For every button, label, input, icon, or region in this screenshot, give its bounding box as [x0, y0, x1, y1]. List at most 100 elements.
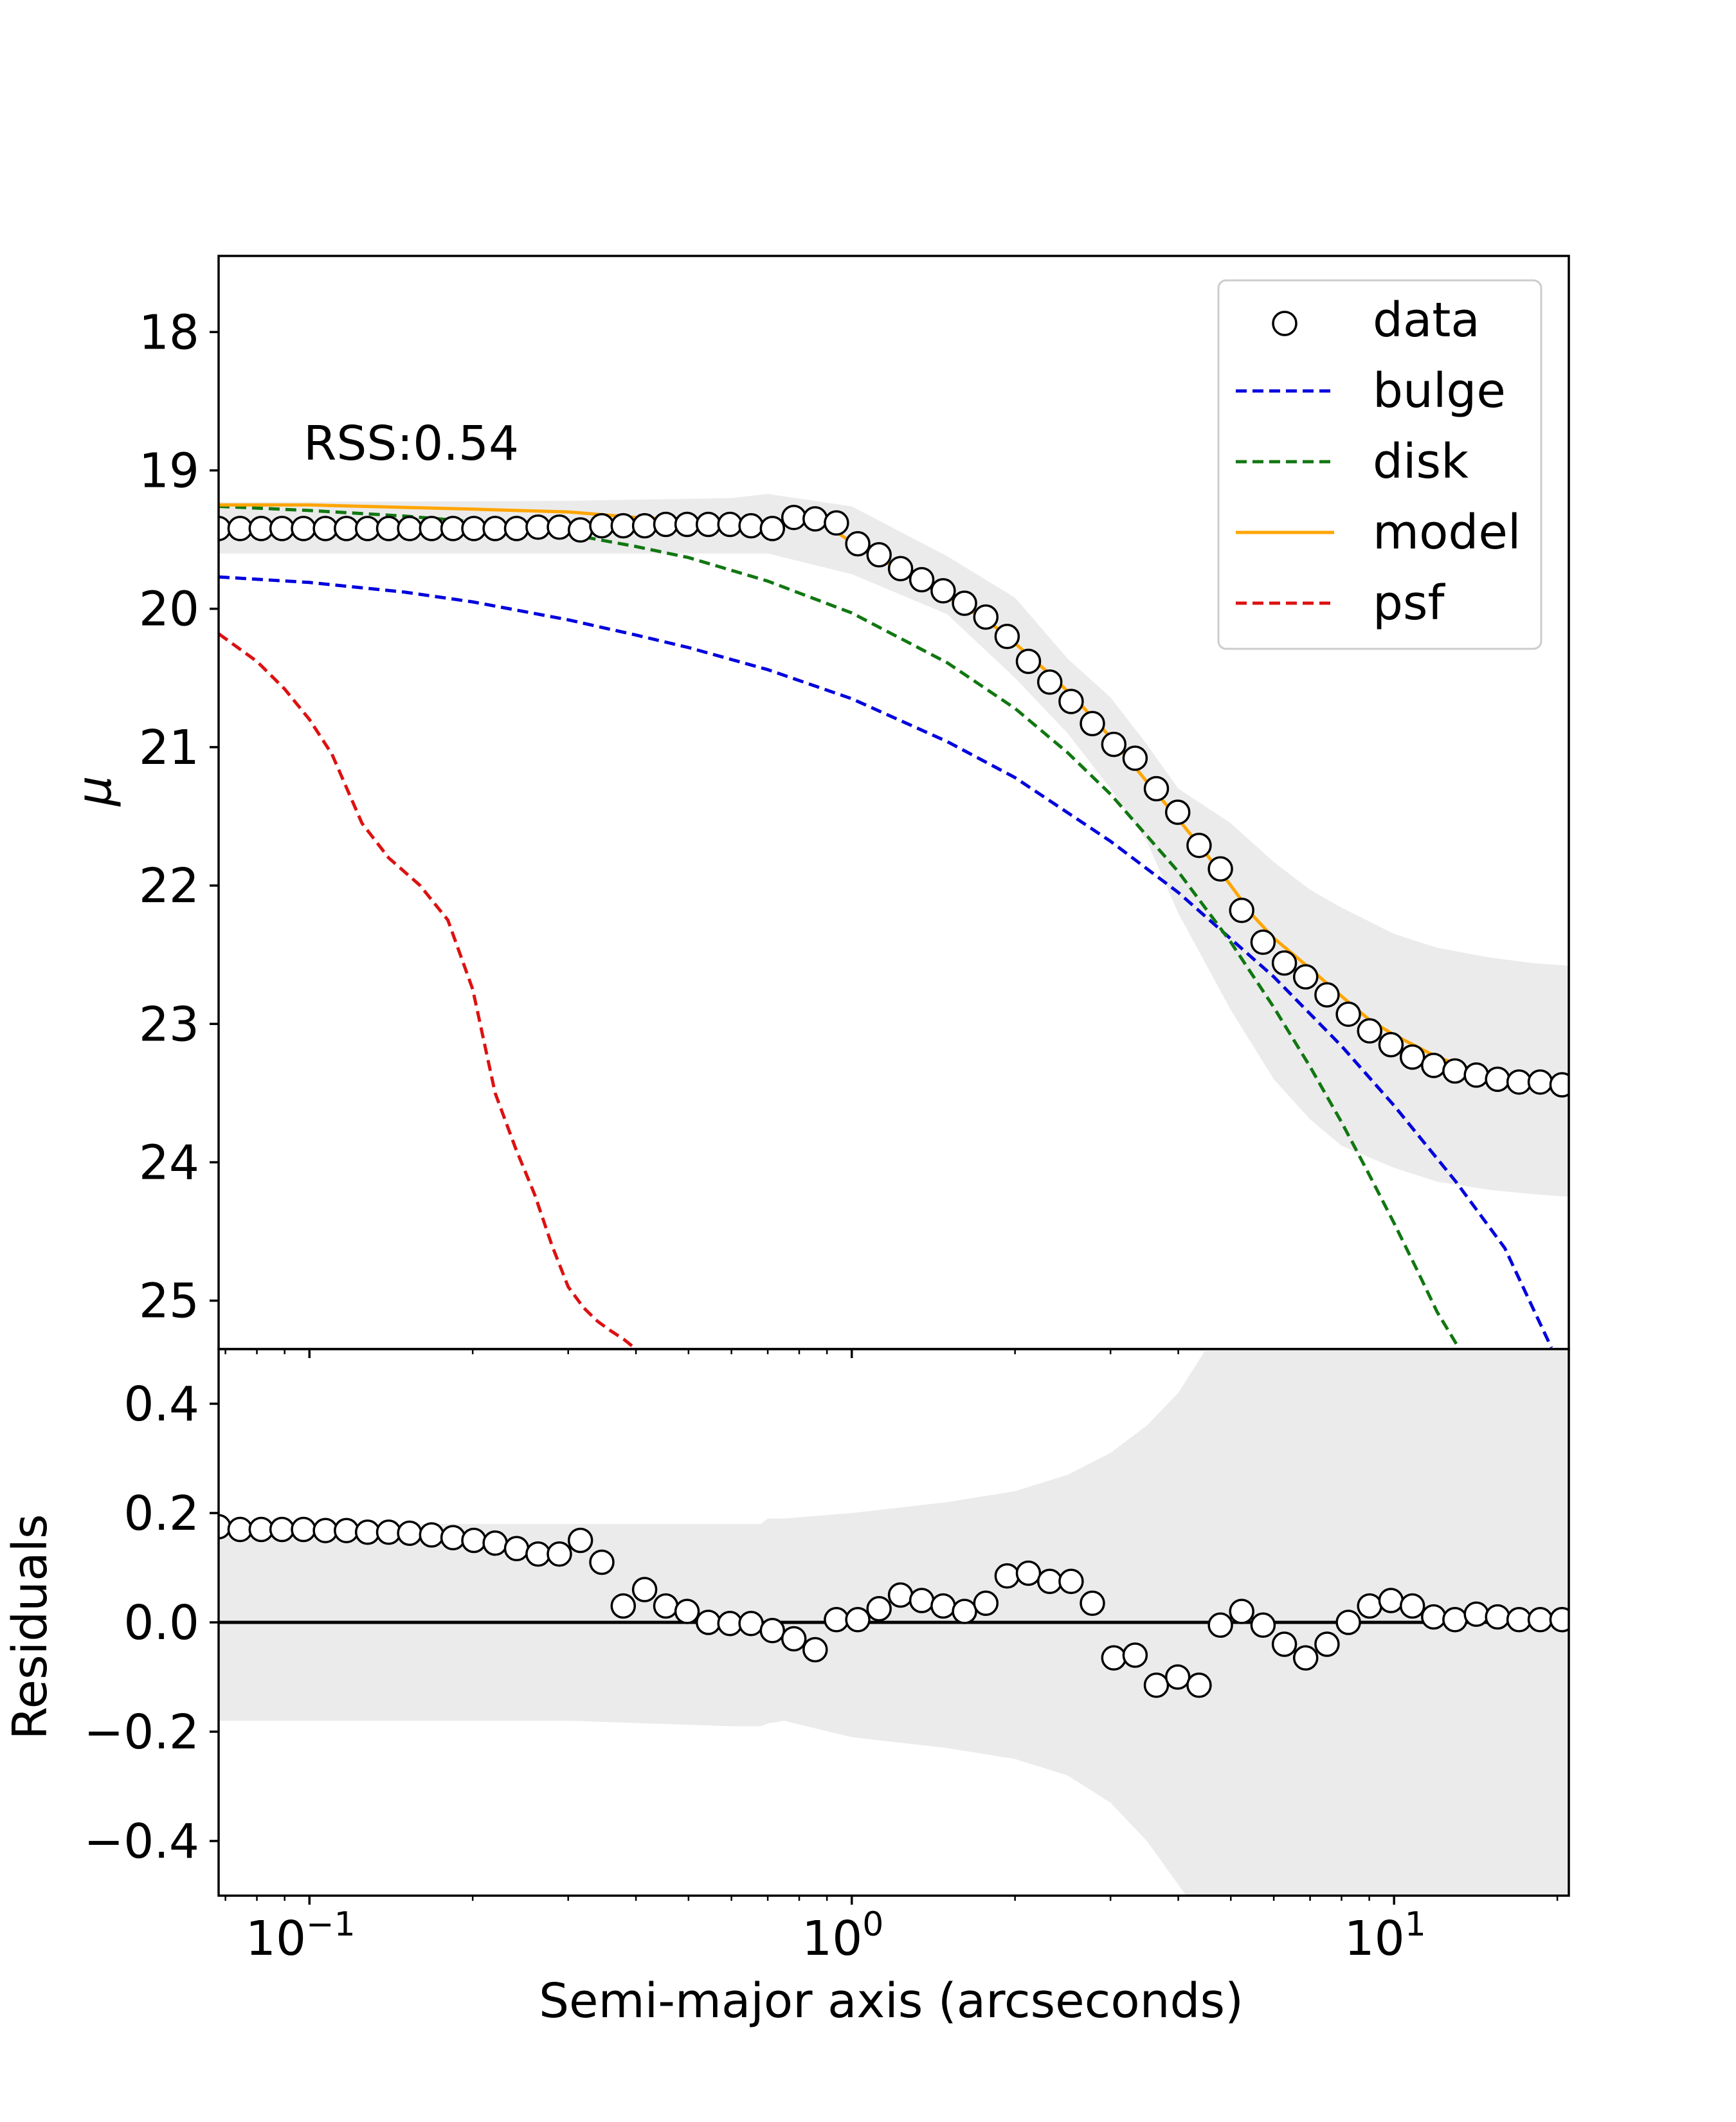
- y-tick-label: 23: [139, 997, 199, 1052]
- profile-data-point: [717, 511, 743, 538]
- residual-data-point: [1442, 1607, 1468, 1633]
- residual-data-point: [952, 1599, 977, 1624]
- profile-data-point: [375, 516, 402, 541]
- profile-data-point: [1378, 1031, 1404, 1058]
- residual-data-point: [419, 1522, 445, 1548]
- profile-data-point: [695, 511, 721, 538]
- residual-data-point: [1463, 1601, 1489, 1628]
- profile-data-point: [1357, 1018, 1382, 1044]
- profile-uncertainty-band: [219, 494, 1569, 1197]
- profile-data-point: [589, 512, 615, 539]
- profile-data-points: [219, 504, 1569, 1098]
- residual-data-point: [334, 1518, 359, 1543]
- x-tick-label: 100: [802, 1905, 883, 1966]
- profile-data-point: [291, 516, 316, 541]
- residual-data-point: [589, 1549, 615, 1575]
- residual-data-point: [802, 1637, 828, 1663]
- residual-data-point: [909, 1588, 935, 1613]
- profile-data-point: [312, 516, 338, 541]
- profile-data-point: [866, 542, 892, 568]
- profile-data-point: [482, 516, 508, 541]
- residual-data-point: [994, 1563, 1020, 1589]
- residual-data-point: [759, 1618, 786, 1644]
- profile-data-point: [269, 516, 295, 541]
- profile-data-point: [525, 514, 551, 540]
- legend-entry-psf: psf: [1236, 576, 1446, 631]
- residual-data-point: [503, 1536, 530, 1562]
- legend-data-marker: [1272, 311, 1297, 336]
- legend-model-label: model: [1373, 505, 1521, 560]
- residual-data-point: [1122, 1642, 1148, 1668]
- y-tick-label: 22: [139, 858, 199, 914]
- residual-data-point: [440, 1525, 466, 1551]
- y-tick-label: 18: [139, 305, 199, 360]
- residual-data-point: [887, 1582, 914, 1608]
- profile-data-point: [1207, 856, 1233, 882]
- profile-data-point: [845, 530, 871, 557]
- residual-data-point: [1506, 1607, 1532, 1633]
- y-tick-label: −0.2: [84, 1705, 199, 1760]
- profile-data-point: [1229, 898, 1254, 923]
- y-tick-label: 20: [139, 582, 199, 637]
- legend-frame: [1217, 279, 1542, 650]
- profile-data-point: [1015, 648, 1042, 675]
- residual-data-point: [1314, 1631, 1340, 1657]
- profile-data-point: [1485, 1066, 1510, 1093]
- residual-data-point: [1229, 1599, 1254, 1624]
- profile-data-point: [1314, 982, 1340, 1008]
- profile-data-point: [738, 512, 764, 539]
- legend-data-label: data: [1373, 293, 1480, 348]
- profile-data-point: [1506, 1069, 1532, 1095]
- residual-data-point: [525, 1541, 551, 1567]
- legend-entry-bulge: bulge: [1236, 363, 1506, 419]
- y-tick-label: 0.0: [123, 1595, 199, 1651]
- residual-data-point: [1101, 1645, 1127, 1671]
- residual-data-point: [610, 1593, 637, 1619]
- residual-data-point: [1292, 1645, 1319, 1671]
- profile-data-point: [781, 504, 807, 530]
- profile-y-axis: 18 19 20 21 22 23 24 25: [139, 305, 219, 1329]
- residual-data-point: [824, 1607, 849, 1633]
- residual-data-point: [1250, 1612, 1276, 1638]
- profile-data-point: [547, 514, 572, 540]
- residuals-y-axis: −0.4 −0.2 0.0 0.2 0.4: [84, 1377, 219, 1869]
- y-tick-label: 19: [139, 444, 199, 499]
- residual-data-point: [547, 1541, 572, 1567]
- residual-data-point: [1080, 1590, 1105, 1617]
- profile-data-point: [1186, 832, 1212, 858]
- bulge-line: [219, 575, 1553, 1348]
- profile-data-point: [354, 516, 381, 541]
- y-tick-label: −0.4: [84, 1814, 199, 1869]
- profile-data-point: [1271, 950, 1297, 976]
- residual-data-point: [930, 1593, 956, 1619]
- residual-data-point: [1036, 1568, 1063, 1595]
- profile-data-point: [503, 516, 530, 541]
- profile-data-point: [759, 516, 786, 541]
- residual-data-point: [375, 1519, 402, 1545]
- residual-data-point: [631, 1577, 658, 1602]
- residuals-data-points: [219, 1514, 1569, 1698]
- residual-data-point: [567, 1527, 593, 1554]
- profile-data-point: [419, 516, 445, 541]
- residual-data-point: [312, 1518, 338, 1543]
- residual-data-point: [738, 1610, 764, 1637]
- profile-data-point: [1463, 1062, 1489, 1088]
- residuals-x-axis: 10−1 100 101: [224, 1896, 1559, 1966]
- residual-data-point: [653, 1593, 679, 1619]
- residual-data-point: [227, 1516, 253, 1543]
- legend-entry-data: data: [1272, 293, 1480, 348]
- residual-data-point: [973, 1590, 999, 1617]
- profile-data-point: [802, 506, 828, 532]
- legend: data bulge disk model psf: [1217, 279, 1542, 650]
- residual-data-point: [1058, 1568, 1084, 1595]
- profile-data-point: [1036, 669, 1063, 695]
- residual-data-point: [291, 1516, 316, 1543]
- psf-line: [219, 632, 637, 1349]
- residual-data-point: [1378, 1588, 1404, 1613]
- residual-data-point: [1207, 1612, 1233, 1638]
- residual-data-point: [1164, 1664, 1191, 1690]
- profile-data-point: [1143, 775, 1170, 802]
- residual-data-point: [397, 1520, 422, 1546]
- profile-y-label: μ: [67, 775, 122, 806]
- profile-data-point: [1101, 731, 1127, 757]
